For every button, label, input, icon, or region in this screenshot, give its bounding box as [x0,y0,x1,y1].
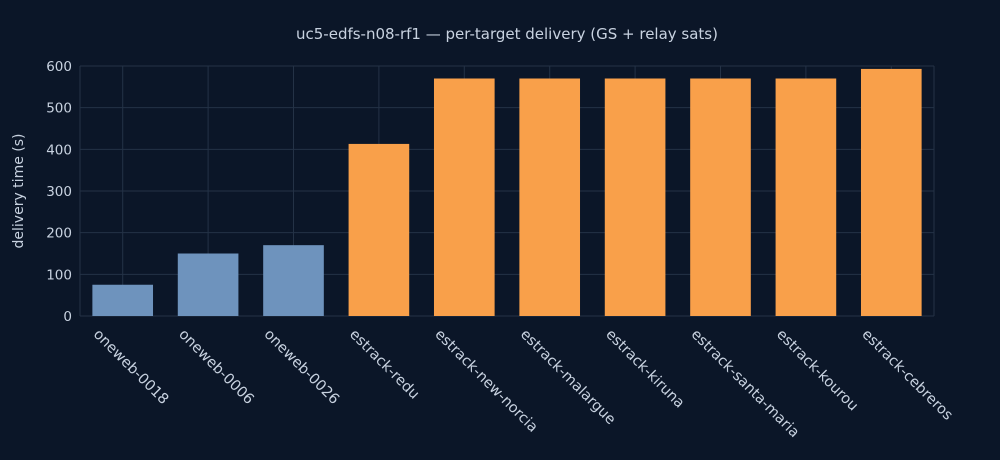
x-tick-label: estrack-malargue [517,327,619,429]
bars [92,68,922,317]
x-tick-label: estrack-cebreros [858,327,955,424]
bar-estrack-redu [348,143,410,316]
x-tick-label: estrack-kourou [773,327,861,415]
bar-oneweb-0026 [263,245,324,316]
x-tick-label: oneweb-0026 [261,327,342,408]
y-axis-ticks: 0 100 200 300 400 500 600 [46,59,72,325]
bar-estrack-malargue [519,78,581,316]
bar-oneweb-0006 [177,253,239,316]
x-tick-label: estrack-redu [346,327,422,403]
y-tick-label: 300 [46,184,72,200]
x-tick-label: estrack-kiruna [602,327,687,412]
bar-oneweb-0018 [92,284,154,316]
y-axis-label: delivery time (s) [11,134,27,249]
bar-estrack-santa-maria [690,78,751,316]
chart-title: uc5-edfs-n08-rf1 — per-target delivery (… [296,25,718,43]
y-tick-label: 500 [46,101,72,117]
y-tick-label: 100 [46,267,72,283]
bar-estrack-new-norcia [433,78,495,316]
y-tick-label: 0 [63,309,72,325]
x-tick-label: oneweb-0006 [175,327,256,408]
y-tick-label: 400 [46,142,72,158]
bar-estrack-cebreros [860,68,922,317]
x-tick-label: oneweb-0018 [90,327,171,408]
y-tick-label: 200 [46,226,72,242]
y-tick-label: 600 [46,59,72,75]
bar-estrack-kourou [775,78,837,316]
x-axis-ticks: oneweb-0018 oneweb-0006 oneweb-0026 estrack… [90,327,956,442]
bar-estrack-kiruna [604,78,666,316]
